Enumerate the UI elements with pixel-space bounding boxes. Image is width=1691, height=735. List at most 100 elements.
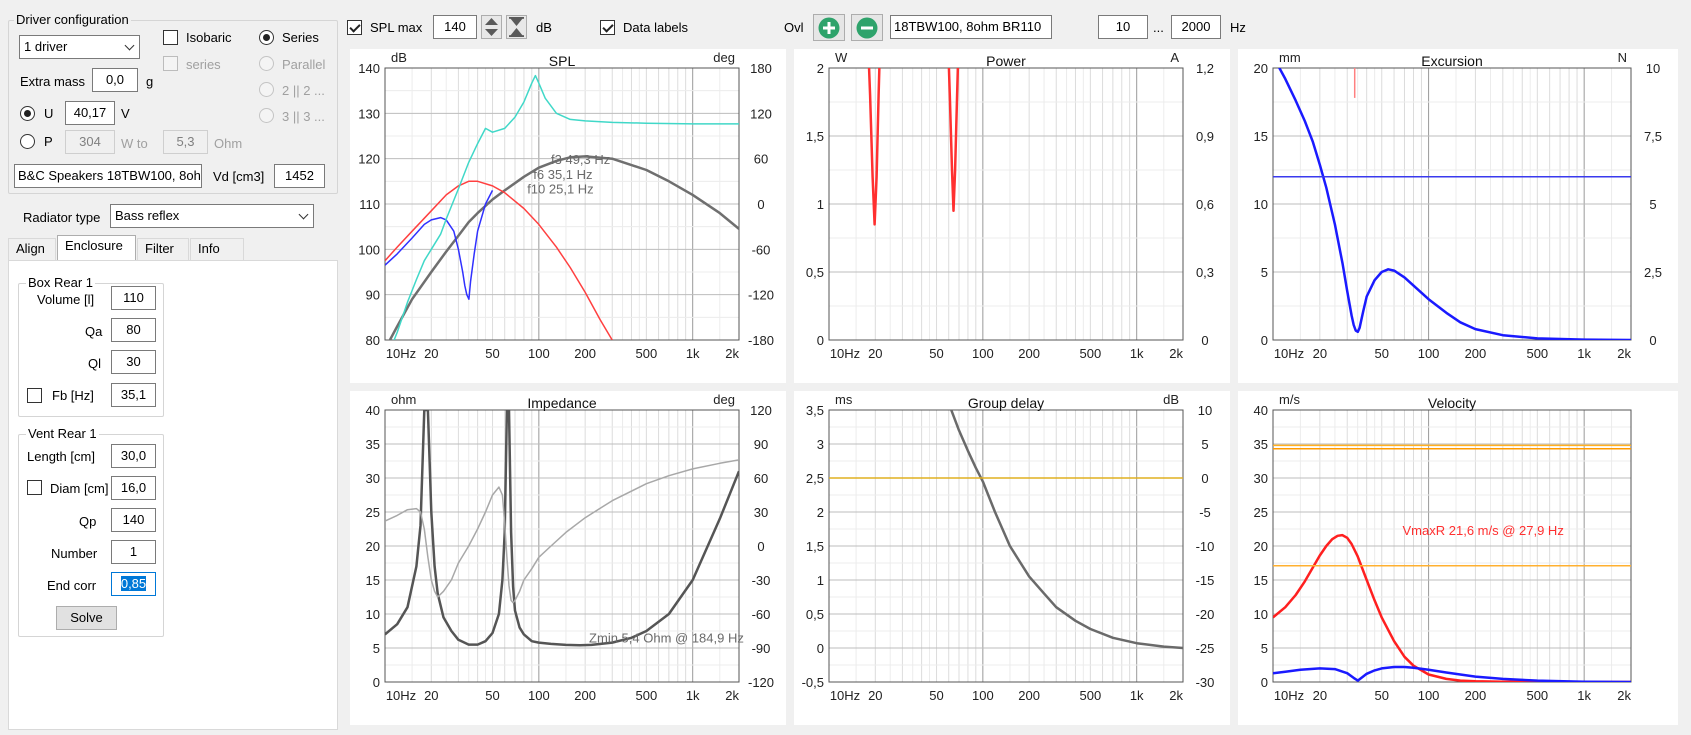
length-input[interactable]: 30,0	[111, 444, 156, 468]
spl-up-down-button[interactable]	[481, 15, 502, 39]
project-name-field[interactable]: 18TBW100, 8ohm BR110	[890, 15, 1052, 39]
three-three-radio[interactable]	[259, 108, 274, 123]
x-tick-label: 50	[485, 688, 499, 703]
series-line-1	[947, 68, 960, 213]
tab-info[interactable]: Info	[190, 238, 244, 260]
x-tick-label: 10Hz	[386, 688, 416, 703]
x-tick-label: 20	[424, 688, 438, 703]
tab-filter[interactable]: Filter	[137, 238, 189, 260]
series-line-0	[388, 155, 739, 340]
overlay-remove-button[interactable]	[851, 14, 883, 41]
fb-input[interactable]: 35,1	[111, 383, 156, 407]
u-radio[interactable]	[20, 106, 35, 121]
qp-input[interactable]: 140	[111, 508, 156, 532]
diam-input[interactable]: 16,0	[111, 476, 156, 500]
x-tick-label: 200	[1465, 688, 1487, 703]
diam-checkbox[interactable]	[27, 480, 42, 495]
x-tick-label: 100	[972, 688, 994, 703]
chart-title: Excursion	[1421, 53, 1482, 69]
freq-min-input[interactable]: 10	[1098, 15, 1148, 39]
spl-hourglass-button[interactable]	[506, 15, 527, 39]
power-chart-svg: 2 1,2 1,5 0,9 1 0,6 0,5 0,3 0 0 10Hz 20 50 100 200 500 1…	[806, 50, 1214, 361]
u-label: U	[44, 106, 54, 121]
p-radio[interactable]	[20, 134, 35, 149]
y2-tick-label: 10	[1198, 403, 1212, 418]
y2-tick-label: 5	[1201, 437, 1208, 452]
series-line-0	[385, 410, 739, 647]
qa-input[interactable]: 80	[111, 318, 156, 342]
isobaric-checkbox[interactable]	[163, 30, 178, 45]
x-tick-label: 2k	[1617, 346, 1631, 361]
u-input[interactable]: 40,17	[65, 101, 115, 125]
fb-checkbox[interactable]	[27, 388, 42, 403]
vent-rear-title: Vent Rear 1	[26, 426, 99, 441]
volume-input[interactable]: 110	[111, 286, 156, 310]
endcorr-input[interactable]: 0,85	[111, 572, 156, 596]
data-label: f6 35,1 Hz	[533, 167, 592, 182]
y2-axis-unit: N	[1618, 50, 1627, 65]
x-tick-label: 50	[929, 688, 943, 703]
y2-tick-label: -60	[752, 607, 771, 622]
y-tick-label: 5	[1261, 641, 1268, 656]
y-tick-label: 30	[1254, 471, 1268, 486]
tab-enclosure[interactable]: Enclosure	[57, 235, 136, 260]
y-tick-label: 15	[1254, 573, 1268, 588]
x-tick-label: 2k	[725, 688, 739, 703]
x-tick-label: 50	[929, 346, 943, 361]
chart-title: Velocity	[1428, 395, 1476, 411]
driver-name-field[interactable]: B&C Speakers 18TBW100, 8ohm	[14, 164, 202, 188]
number-input[interactable]: 1	[111, 540, 156, 564]
minus-circle-icon	[856, 17, 878, 39]
x-tick-label: 2k	[1617, 688, 1631, 703]
x-tick-label: 1k	[686, 346, 700, 361]
series-sub-checkbox[interactable]	[163, 56, 178, 71]
driver-count-select[interactable]: 1 driver	[19, 35, 140, 59]
extra-mass-input[interactable]: 0,0	[92, 68, 138, 92]
two-two-radio[interactable]	[259, 82, 274, 97]
vd-input[interactable]: 1452	[274, 164, 325, 188]
series-line-2	[385, 190, 494, 300]
tab-align[interactable]: Align	[8, 238, 56, 260]
series-radio[interactable]	[259, 30, 274, 45]
ql-label: Ql	[88, 356, 101, 371]
radiator-type-label: Radiator type	[23, 210, 101, 225]
y-tick-label: 20	[366, 539, 380, 554]
y2-tick-label: -120	[748, 675, 774, 690]
power-chart: 2 1,2 1,5 0,9 1 0,6 0,5 0,3 0 0 10Hz 20 50 100 200 500 1…	[794, 49, 1230, 383]
y-tick-label: 5	[373, 641, 380, 656]
plus-circle-icon	[818, 17, 840, 39]
y2-axis-unit: dB	[1163, 392, 1179, 407]
y-tick-label: 20	[1254, 61, 1268, 76]
ohm-input[interactable]: 5,3	[163, 130, 208, 154]
solve-button[interactable]: Solve	[56, 606, 117, 630]
x-tick-label: 500	[636, 688, 658, 703]
number-label: Number	[51, 546, 98, 561]
series-line-0	[1273, 533, 1631, 682]
y2-tick-label: 5	[1649, 197, 1656, 212]
p-input[interactable]: 304	[65, 130, 115, 154]
tab-panel	[8, 260, 338, 730]
u-unit: V	[121, 106, 130, 121]
x-tick-label: 20	[1313, 346, 1327, 361]
freq-sep-label: ...	[1153, 20, 1164, 35]
freq-max-input[interactable]: 2000	[1171, 15, 1221, 39]
plot-frame	[384, 67, 740, 341]
group-delay-chart-svg: 3,5 10 3 5 2,5 0 2 -5 1,5 -10 1 -15 0,5 -20 0 -25 -0,5 -3…	[802, 392, 1215, 703]
spl-max-label: SPL max	[370, 20, 423, 35]
y-tick-label: 1	[817, 573, 824, 588]
velocity-chart: 40 35 30 25 20 15 10 5 0 10Hz 20 50 100 200 500 1k 2k Vel…	[1238, 391, 1678, 725]
spl-max-input[interactable]: 140	[433, 15, 477, 39]
parallel-radio[interactable]	[259, 56, 274, 71]
chevron-down-icon	[298, 209, 309, 220]
chart-title: Group delay	[968, 395, 1044, 411]
ql-input[interactable]: 30	[111, 350, 156, 374]
driver-config-group	[8, 20, 338, 194]
plot-frame	[828, 67, 1184, 341]
up-down-arrows-icon	[485, 18, 498, 36]
radiator-type-select[interactable]: Bass reflex	[110, 204, 314, 228]
data-labels-checkbox[interactable]	[600, 20, 615, 35]
overlay-add-button[interactable]	[813, 14, 845, 41]
y2-tick-label: 0	[1649, 333, 1656, 348]
spl-max-checkbox[interactable]	[347, 20, 362, 35]
x-tick-label: 10Hz	[386, 346, 416, 361]
